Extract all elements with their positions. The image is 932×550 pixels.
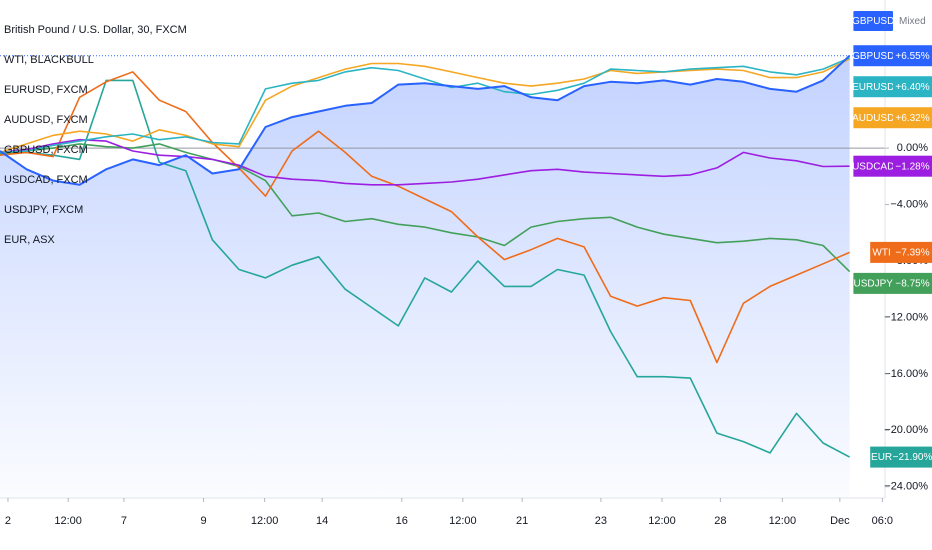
main-area bbox=[0, 55, 850, 498]
legend-entry: USDCAD, FXCM bbox=[4, 174, 88, 186]
legend-entry: USDJPY, FXCM bbox=[4, 204, 83, 216]
series-line bbox=[0, 54, 851, 186]
series-value: −7.39% bbox=[895, 248, 929, 259]
series-name-tag bbox=[853, 76, 893, 98]
x-tick-label: 16 bbox=[396, 515, 408, 527]
x-tick-label: Dec bbox=[830, 515, 850, 527]
x-tick-label: 14 bbox=[316, 515, 328, 527]
y-tick-label: −4.00% bbox=[890, 198, 928, 210]
y-tick-label: −16.00% bbox=[884, 368, 928, 380]
series-name-tag bbox=[870, 241, 893, 263]
series-line bbox=[0, 71, 850, 364]
series-name-tag bbox=[853, 155, 893, 177]
series-value-tag bbox=[893, 241, 932, 263]
y-tick-label: −12.00% bbox=[884, 311, 928, 323]
legend-entry: WTI, BLACKBULL bbox=[4, 54, 94, 66]
series-name: WTI bbox=[872, 248, 890, 259]
series-value: +6.55% bbox=[895, 51, 929, 62]
series-value-tag bbox=[893, 45, 932, 67]
symbol-label: GBPUSD bbox=[852, 16, 894, 27]
x-tick-label: 7 bbox=[121, 515, 127, 527]
y-tick-label: −24.00% bbox=[884, 481, 928, 493]
series-name-tag bbox=[853, 45, 893, 67]
series-line bbox=[0, 58, 850, 154]
chart-title: British Pound / U.S. Dollar, 30, FXCM bbox=[4, 24, 187, 36]
series-name-tag bbox=[853, 272, 893, 294]
symbol-badge bbox=[853, 11, 893, 31]
series-value-tag bbox=[893, 76, 932, 98]
x-tick-label: 12:00 bbox=[769, 515, 797, 527]
legend-entry: GBPUSD, FXCM bbox=[4, 144, 88, 156]
series-value-tag bbox=[893, 446, 932, 468]
series-line bbox=[0, 57, 850, 154]
series-name: EUR bbox=[871, 452, 892, 463]
series-name: USDCAD bbox=[852, 161, 894, 172]
series-line bbox=[0, 138, 850, 186]
series-name-tag bbox=[870, 446, 893, 468]
y-tick-label: −20.00% bbox=[884, 424, 928, 436]
series-name: AUDUSD bbox=[852, 113, 894, 124]
x-tick-label: 9 bbox=[200, 515, 206, 527]
series-name-tag bbox=[853, 107, 893, 129]
series-value-tag bbox=[893, 272, 932, 294]
x-tick-label: 12:00 bbox=[648, 515, 676, 527]
legend-entry: EUR, ASX bbox=[4, 234, 55, 246]
series-value: −8.75% bbox=[895, 279, 929, 290]
x-tick-label: 2 bbox=[5, 515, 11, 527]
series-name: USDJPY bbox=[853, 279, 893, 290]
series-value-tag bbox=[893, 107, 932, 129]
series-line bbox=[0, 79, 850, 458]
x-tick-label: 12:00 bbox=[54, 515, 82, 527]
x-tick-label: 21 bbox=[516, 515, 528, 527]
legend-entry: EURUSD, FXCM bbox=[4, 84, 88, 96]
x-tick-label: 12:00 bbox=[449, 515, 477, 527]
legend-entry: AUDUSD, FXCM bbox=[4, 114, 88, 126]
series-value: +6.32% bbox=[895, 113, 929, 124]
x-tick-label: 28 bbox=[714, 515, 726, 527]
series-value: −21.90% bbox=[893, 452, 932, 463]
series-name: EURUSD bbox=[852, 82, 894, 93]
series-value: −1.28% bbox=[895, 161, 929, 172]
x-tick-label: 06:0 bbox=[872, 515, 893, 527]
x-tick-label: 23 bbox=[595, 515, 607, 527]
series-value-tag bbox=[893, 155, 932, 177]
series-value: +6.40% bbox=[895, 82, 929, 93]
scale-mode: Mixed bbox=[899, 16, 926, 27]
y-tick-label: 0.00% bbox=[897, 142, 928, 154]
x-tick-label: 12:00 bbox=[251, 515, 279, 527]
series-name: GBPUSD bbox=[852, 51, 894, 62]
series-line bbox=[0, 143, 851, 273]
